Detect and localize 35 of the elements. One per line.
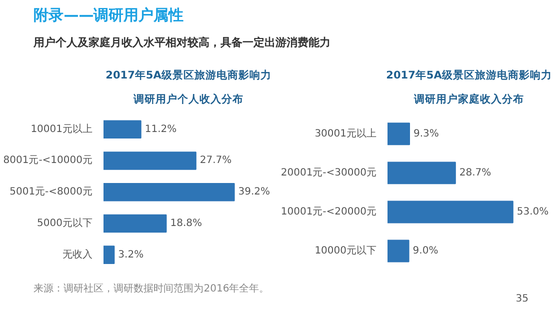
source-note: 来源：调研社区，调研数据时间范围为2016年全年。	[34, 282, 270, 294]
data-label: 9.0%	[412, 245, 438, 256]
y-tick-label: 20001元-<30000元	[280, 167, 377, 178]
text: 35	[516, 294, 528, 304]
chart-subtitle: 调研用户个人收入分布	[132, 92, 244, 106]
text: 附录——调研用户属性	[34, 6, 184, 24]
bar	[104, 246, 115, 264]
bar	[388, 200, 514, 224]
data-label: 27.7%	[200, 155, 232, 166]
chart-title: 2017年5A级景区旅游电商影响力	[106, 68, 272, 82]
bar	[104, 120, 142, 138]
y-tick-label: 5000元以下	[37, 216, 93, 229]
data-label: 3.2%	[118, 249, 144, 260]
data-label: 53.0%	[516, 206, 549, 218]
bar	[104, 214, 167, 233]
bar	[388, 240, 410, 262]
bar	[104, 182, 235, 202]
bar	[388, 162, 456, 184]
y-tick-label: 10001元-<20000元	[280, 206, 377, 218]
bar	[104, 152, 196, 170]
data-label: 18.8%	[170, 218, 202, 229]
y-tick-label: 30001元以上	[314, 127, 376, 140]
data-label: 28.7%	[459, 167, 492, 178]
data-label: 39.2%	[238, 186, 270, 198]
y-tick-label: 10001元以上	[30, 122, 92, 135]
data-label: 11.2%	[144, 124, 177, 135]
text: 用户个人及家庭月收入水平相对较高，具备一定出游消费能力	[32, 36, 331, 49]
y-tick-label: 8001元-<10000元	[3, 155, 92, 166]
chart-title: 2017年5A级景区旅游电商影响力	[386, 68, 552, 82]
y-tick-label: 5001元-<8000元	[10, 186, 93, 198]
chart-subtitle: 调研用户家庭收入分布	[413, 92, 524, 106]
y-tick-label: 无收入	[62, 248, 92, 260]
y-tick-label: 10000元以下	[314, 244, 376, 256]
data-label: 9.3%	[414, 128, 439, 140]
bar	[388, 122, 410, 146]
